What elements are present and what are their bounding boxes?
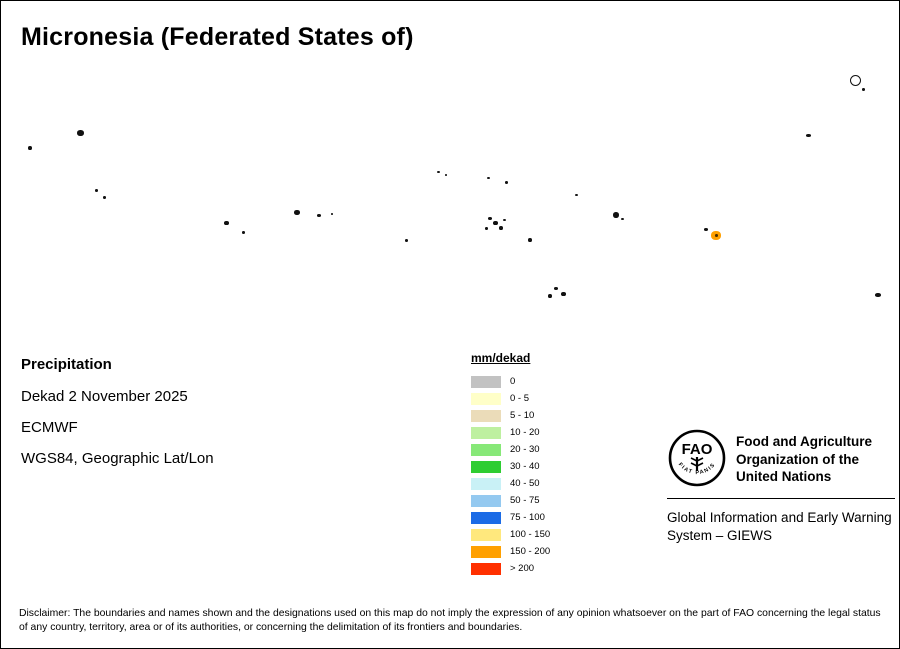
legend-row: 40 - 50 (471, 475, 550, 492)
giews-label: Global Information and Early Warning Sys… (667, 510, 892, 544)
legend-row: 20 - 30 (471, 441, 550, 458)
legend-swatch (471, 511, 501, 524)
fao-branding-block: FAO FIAT PANIS Food and Agriculture Orga… (667, 427, 895, 545)
island-dot (294, 210, 300, 215)
island-dot (485, 227, 488, 230)
island-dot (331, 213, 333, 215)
legend-label: 75 - 100 (510, 512, 545, 523)
island-dot (613, 212, 619, 218)
legend-row: 5 - 10 (471, 407, 550, 424)
island-dot (548, 294, 552, 298)
island-dot (806, 134, 811, 137)
legend-label: 10 - 20 (510, 427, 540, 438)
island-dot (95, 189, 98, 192)
legend-label: 0 (510, 376, 516, 387)
legend-row: 100 - 150 (471, 526, 550, 543)
island-dot (28, 146, 32, 150)
island-dot (862, 88, 865, 91)
island-dot (77, 130, 84, 136)
island-dot (224, 221, 229, 225)
legend-swatch (471, 494, 501, 507)
legend-row: 75 - 100 (471, 509, 550, 526)
island-dot (317, 214, 321, 217)
legend-label: 20 - 30 (510, 444, 540, 455)
legend-row: 0 - 5 (471, 390, 550, 407)
island-dot (715, 234, 718, 237)
legend-swatch (471, 375, 501, 388)
legend-swatch (471, 392, 501, 405)
projection-info: WGS84, Geographic Lat/Lon (21, 450, 214, 467)
page-title: Micronesia (Federated States of) (21, 23, 414, 51)
map-info-block: Precipitation Dekad 2 November 2025 ECMW… (21, 356, 214, 481)
legend-items: 0 0 - 5 5 - 10 10 - 20 20 - 30 30 - 40 40 - 50… (471, 373, 550, 577)
island-dot (242, 231, 245, 234)
island-dot (621, 218, 624, 220)
island-dot (554, 287, 558, 290)
fao-logo-icon: FAO FIAT PANIS (668, 429, 726, 487)
island-dot (561, 292, 566, 296)
island-dot (437, 171, 440, 173)
island-dot (445, 174, 447, 176)
legend-label: 50 - 75 (510, 495, 540, 506)
island-dot (575, 194, 578, 196)
data-source: ECMWF (21, 419, 78, 436)
legend-row: 10 - 20 (471, 424, 550, 441)
island-dot (875, 293, 881, 297)
legend-label: 5 - 10 (510, 410, 535, 421)
legend-swatch (471, 528, 501, 541)
disclaimer-text: Disclaimer: The boundaries and names sho… (19, 608, 881, 633)
island-dot (103, 196, 106, 199)
island-dot (488, 217, 492, 220)
island-dot (505, 181, 508, 184)
legend-label: > 200 (510, 563, 535, 574)
island-dot (704, 228, 708, 231)
island-dot (499, 226, 503, 230)
legend-swatch (471, 460, 501, 473)
legend-swatch (471, 562, 501, 575)
fao-org-name: Food and Agriculture Organization of the… (736, 434, 872, 485)
island-dot (493, 221, 498, 225)
legend-label: 150 - 200 (510, 546, 551, 557)
dekad-date: Dekad 2 November 2025 (21, 388, 188, 405)
legend-label: 30 - 40 (510, 461, 540, 472)
legend-label: 100 - 150 (510, 529, 551, 540)
legend-row: 150 - 200 (471, 543, 550, 560)
precipitation-heading: Precipitation (21, 356, 112, 373)
legend-label: 40 - 50 (510, 478, 540, 489)
island-dot (487, 177, 490, 179)
precipitation-legend: mm/dekad 0 0 - 5 5 - 10 10 - 20 20 - 30 30 - … (471, 351, 550, 577)
island-dot (528, 238, 532, 242)
legend-swatch (471, 409, 501, 422)
legend-title: mm/dekad (471, 351, 531, 365)
legend-row: > 200 (471, 560, 550, 577)
legend-swatch (471, 545, 501, 558)
svg-text:FAO: FAO (682, 441, 713, 458)
legend-label: 0 - 5 (510, 393, 530, 404)
legend-row: 0 (471, 373, 550, 390)
island-dot (405, 239, 408, 242)
island-dot (503, 219, 506, 221)
legend-swatch (471, 477, 501, 490)
island-dot (850, 75, 861, 86)
legend-row: 50 - 75 (471, 492, 550, 509)
fao-divider (667, 498, 895, 499)
legend-swatch (471, 426, 501, 439)
fao-logo-row: FAO FIAT PANIS Food and Agriculture Orga… (667, 427, 895, 489)
legend-row: 30 - 40 (471, 458, 550, 475)
legend-swatch (471, 443, 501, 456)
